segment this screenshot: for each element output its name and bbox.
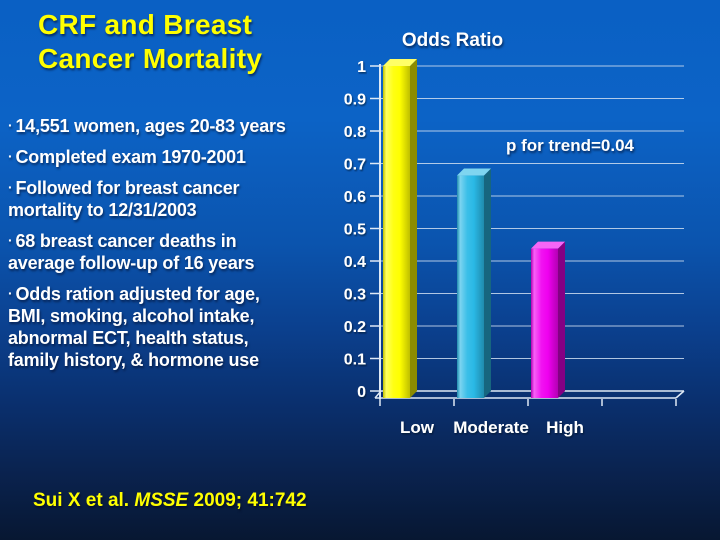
slide-title: CRF and Breast Cancer Mortality bbox=[38, 8, 358, 76]
bullet-list: · 14,551 women, ages 20-83 years · Complet… bbox=[8, 114, 300, 379]
chart-title: Odds Ratio bbox=[401, 30, 504, 51]
slide-title-line2: Cancer Mortality bbox=[38, 43, 263, 74]
y-tick-label: 0 bbox=[357, 384, 366, 401]
bullet-marker: · bbox=[8, 285, 13, 301]
bar-moderate bbox=[457, 175, 484, 398]
bullet-text: Odds ration adjusted for age, BMI, smoki… bbox=[8, 284, 260, 370]
bar-low bbox=[383, 66, 410, 398]
citation-authors: Sui X et al. bbox=[33, 490, 135, 511]
y-tick-label: 0.9 bbox=[344, 92, 366, 109]
bullet-marker: · bbox=[8, 148, 13, 164]
citation: Sui X et al. MSSE 2009; 41:742 bbox=[33, 490, 307, 512]
y-tick-label: 0.8 bbox=[344, 124, 366, 141]
x-label-moderate: Moderate bbox=[453, 418, 529, 437]
odds-ratio-chart: Odds Ratio p for trend=0.04 0 0.1 0.2 0.3 0.… bbox=[330, 30, 720, 442]
y-tick-label: 0.3 bbox=[344, 287, 366, 304]
bullet-item: · 14,551 women, ages 20-83 years bbox=[8, 114, 300, 137]
floor-left-edge bbox=[374, 390, 382, 399]
y-tick-label: 0.7 bbox=[344, 157, 366, 174]
y-tick-label: 0.1 bbox=[344, 352, 366, 369]
y-tick-label: 0.6 bbox=[344, 189, 366, 206]
bullet-text: Completed exam 1970-2001 bbox=[15, 147, 246, 167]
bar-side-moderate bbox=[484, 168, 491, 398]
slide-title-line1: CRF and Breast bbox=[38, 9, 253, 40]
y-tick-label: 0.2 bbox=[344, 319, 366, 336]
bullet-marker: · bbox=[8, 232, 13, 248]
p-for-trend-annotation: p for trend=0.04 bbox=[505, 136, 634, 155]
bar-high bbox=[531, 248, 558, 398]
bullet-item: · Odds ration adjusted for age, BMI, smok… bbox=[8, 282, 300, 371]
bar-side-high bbox=[558, 241, 565, 398]
bar-chart-canvas: 0 0.1 0.2 0.3 0.4 0.5 0.6 0.7 0.8 0.9 1 Low Moderate… bbox=[344, 59, 685, 437]
y-tick-label: 1 bbox=[357, 59, 366, 76]
citation-rest: 2009; 41:742 bbox=[188, 490, 307, 511]
x-label-high: High bbox=[546, 418, 584, 437]
bullet-item: · 68 breast cancer deaths in average foll… bbox=[8, 229, 300, 274]
citation-journal: MSSE bbox=[134, 490, 189, 511]
bullet-marker: · bbox=[8, 117, 13, 133]
y-tick-label: 0.5 bbox=[344, 222, 366, 239]
bar-top-high bbox=[531, 241, 565, 249]
bullet-text: 14,551 women, ages 20-83 years bbox=[15, 116, 286, 136]
x-label-low: Low bbox=[400, 418, 435, 437]
bullet-item: · Completed exam 1970-2001 bbox=[8, 145, 300, 168]
y-tick-label: 0.4 bbox=[344, 254, 366, 271]
bullet-text: 68 breast cancer deaths in average follo… bbox=[8, 231, 255, 273]
bullet-item: · Followed for breast cancer mortality to… bbox=[8, 176, 300, 221]
bullet-marker: · bbox=[8, 179, 13, 195]
bar-top-low bbox=[383, 59, 417, 66]
floor-right-edge bbox=[675, 390, 685, 399]
bar-top-moderate bbox=[457, 168, 491, 176]
bullet-text: Followed for breast cancer mortality to … bbox=[8, 178, 240, 220]
bar-side-low bbox=[410, 59, 417, 398]
